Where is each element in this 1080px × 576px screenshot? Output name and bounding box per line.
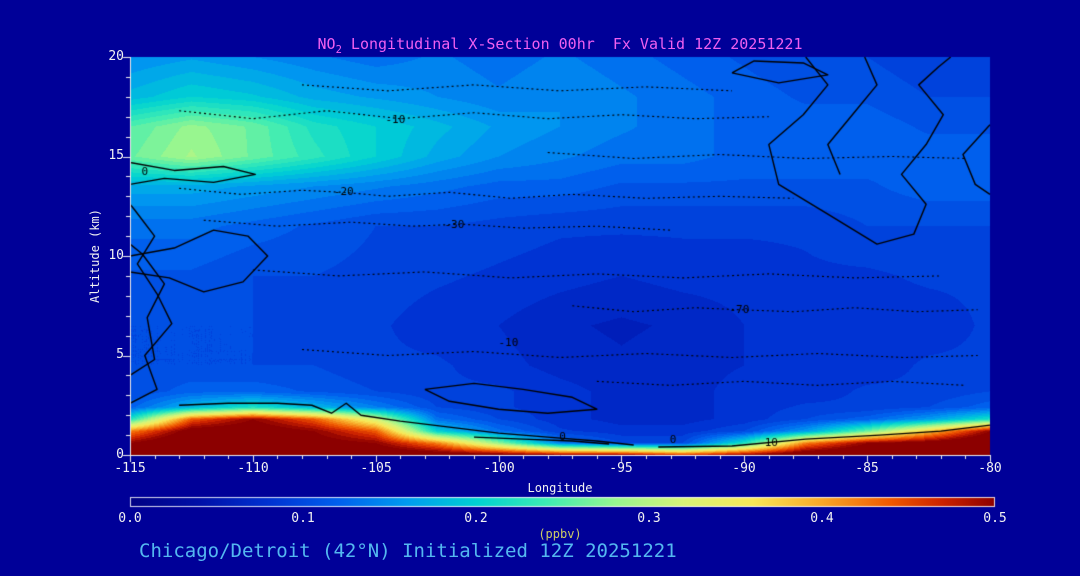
colorbar-tick-label: 0.1: [291, 511, 315, 526]
plot-title: NO2 Longitudinal X-Section 00hr Fx Valid…: [20, 35, 1080, 56]
x-tick-label: -105: [360, 461, 392, 476]
title-subscript: 2: [335, 44, 342, 56]
y-tick-label: 10: [108, 248, 124, 263]
y-tick-label: 5: [116, 347, 124, 362]
figure-caption: Chicago/Detroit (42°N) Initialized 12Z 2…: [139, 540, 677, 562]
y-tick-label: 20: [108, 49, 124, 64]
colorbar-units-label: (ppbv): [538, 527, 582, 541]
x-tick-label: -85: [855, 461, 879, 476]
y-tick-label: 15: [108, 148, 124, 163]
colorbar-tick-label: 0.2: [464, 511, 488, 526]
colorbar-tick-label: 0.3: [637, 511, 661, 526]
x-tick-label: -90: [732, 461, 756, 476]
x-axis-label: Longitude: [527, 481, 593, 495]
title-text: NO: [317, 35, 336, 53]
colorbar-tick-label: 0.5: [983, 511, 1007, 526]
x-tick-label: -95: [609, 461, 633, 476]
colorbar-tick-label: 0.0: [118, 511, 142, 526]
y-tick-label: 0: [116, 447, 124, 462]
x-tick-label: -80: [978, 461, 1002, 476]
title-text-rest: Longitudinal X-Section 00hr Fx Valid 12Z…: [341, 35, 803, 53]
x-tick-label: -100: [483, 461, 515, 476]
x-tick-label: -115: [114, 461, 146, 476]
x-tick-label: -110: [237, 461, 269, 476]
colorbar-tick-label: 0.4: [810, 511, 834, 526]
